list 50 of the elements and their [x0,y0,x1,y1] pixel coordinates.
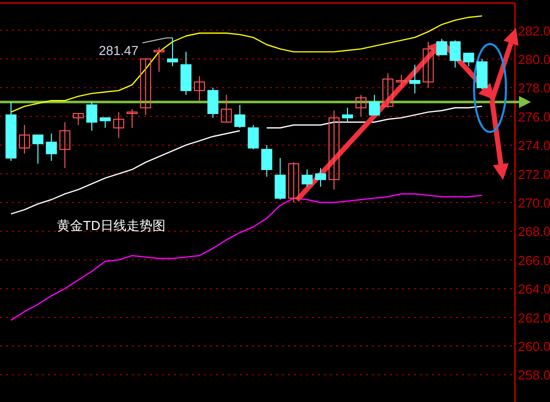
candlestick [288,162,300,203]
candlestick [167,37,178,67]
y-tick-label: 260.0 [518,339,550,354]
candlestick [100,117,111,128]
line-series [10,15,483,113]
candlestick [422,41,434,88]
annotation: 黄金TD日线走势图 [57,218,166,233]
candlestick [32,134,44,164]
y-tick-label: 272.0 [518,166,550,182]
candlestick [59,122,70,169]
y-tick-label: 270.0 [518,196,550,210]
candlestick [368,94,380,116]
y-tick-label: 282.0 [518,23,550,38]
y-tick-label: 262.0 [518,310,550,326]
candlestick [86,102,98,132]
annotation: 281.47 [98,42,139,58]
candlestick [450,40,461,68]
candlestick [248,124,259,150]
candlestick [409,64,420,94]
candlestick [342,107,353,123]
candlestick [274,158,286,200]
y-tick-label: 258.0 [518,368,550,383]
candlestick [113,112,124,138]
y-tick-label: 264.0 [518,282,550,297]
candlestick [46,133,57,162]
candlestick [261,144,272,178]
candlestick [194,76,205,102]
y-tick-label: 276.0 [518,109,550,124]
candlestick [72,113,84,126]
y-tick-label: 274.0 [518,138,550,154]
y-tick-label: 280.0 [518,52,550,67]
candlestick [463,52,474,67]
candlestick [396,74,407,88]
candlestick [234,104,246,128]
y-tick-label: 278.0 [518,80,550,96]
y-tick-label: 266.0 [518,252,550,268]
candlestick [140,58,152,116]
y-tick-label: 268.0 [518,224,550,240]
candlestick [207,87,218,118]
candlestick [328,110,340,190]
candlestick [18,124,30,154]
candlestick [220,94,232,123]
candlestick [302,168,313,188]
candlestick [355,94,366,117]
candlestick [436,38,448,56]
candlestick [315,168,326,188]
candlestick [126,108,138,128]
line-series [10,193,483,321]
candlestick [154,46,165,72]
candlestick [382,72,394,108]
